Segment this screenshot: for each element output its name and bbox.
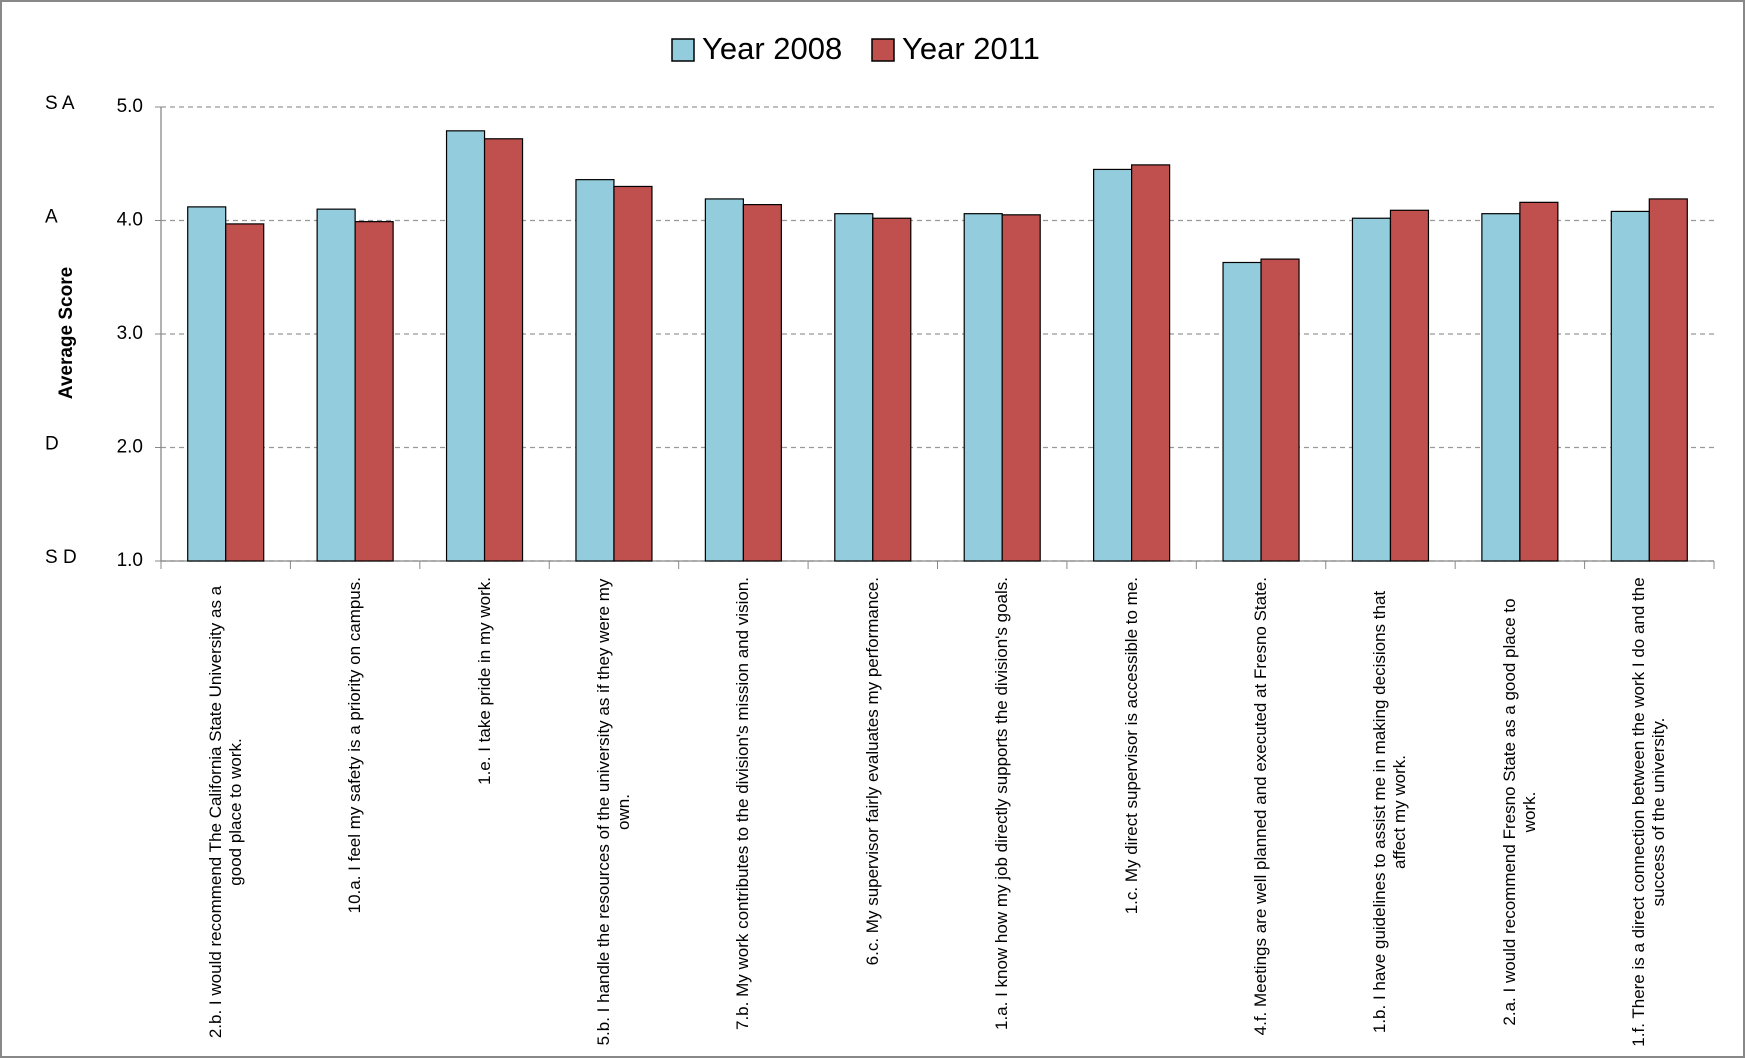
- bar: [354, 221, 394, 562]
- bar: [1648, 198, 1688, 562]
- bar: [1519, 201, 1559, 562]
- bar: [613, 185, 653, 562]
- bar: [742, 204, 782, 562]
- bar: [1001, 214, 1041, 562]
- y-tick-label: 5.0: [117, 96, 143, 117]
- bar: [445, 130, 486, 562]
- bar: [1481, 213, 1521, 562]
- bar: [1093, 168, 1133, 562]
- x-tick-text: 5.b. I handle the resources of the unive…: [593, 578, 633, 1046]
- bar: [1222, 261, 1262, 562]
- x-tick-label: 1.e. I take pride in my work.: [423, 577, 547, 1047]
- x-tick-text: 4.f. Meetings are well planned and execu…: [1251, 577, 1271, 1036]
- bar: [575, 179, 615, 562]
- x-tick-text: 1.c. My direct supervisor is accessible …: [1121, 577, 1141, 915]
- scale-label: S A: [45, 93, 75, 114]
- bar: [187, 206, 227, 562]
- scale-label: S D: [45, 547, 77, 568]
- x-tick-label: 2.a. I would recommend Fresno State as a…: [1458, 577, 1582, 1047]
- bar: [834, 213, 874, 562]
- x-tick-label: 1.a. I know how my job directly supports…: [940, 577, 1064, 1047]
- y-axis-title: Average Score: [56, 267, 77, 399]
- bar: [872, 217, 912, 562]
- bar: [963, 213, 1003, 562]
- x-tick-text: 2.a. I would recommend Fresno State as a…: [1499, 598, 1539, 1026]
- scale-label: A: [45, 207, 58, 228]
- bar: [225, 223, 265, 562]
- x-tick-text: 2.b. I would recommend The California St…: [205, 585, 245, 1039]
- legend-swatch: [671, 38, 695, 62]
- legend-label: Year 2011: [902, 31, 1040, 66]
- scale-label: D: [45, 434, 59, 455]
- y-tick-label: 2.0: [117, 437, 143, 458]
- bar: [1389, 209, 1430, 562]
- x-tick-text: 6.c. My supervisor fairly evaluates my p…: [862, 577, 882, 966]
- bar: [1131, 164, 1171, 562]
- x-tick-label: 6.c. My supervisor fairly evaluates my p…: [811, 577, 935, 1047]
- x-tick-label: 5.b. I handle the resources of the unive…: [552, 577, 676, 1047]
- legend-label: Year 2008: [702, 31, 842, 66]
- x-tick-text: 1.a. I know how my job directly supports…: [992, 577, 1012, 1031]
- x-tick-text: 1.e. I take pride in my work.: [474, 577, 494, 785]
- legend-swatch: [871, 38, 895, 62]
- bar: [1260, 258, 1300, 562]
- y-tick-label: 4.0: [117, 210, 143, 231]
- x-tick-label: 1.b. I have guidelines to assist me in m…: [1328, 577, 1452, 1047]
- y-tick-label: 3.0: [117, 323, 143, 344]
- x-tick-text: 1.b. I have guidelines to assist me in m…: [1370, 590, 1410, 1034]
- bar: [704, 198, 744, 562]
- x-tick-text: 1.f. There is a direct connection betwee…: [1629, 577, 1669, 1047]
- bar: [1610, 210, 1650, 562]
- bar: [483, 138, 524, 562]
- x-tick-label: 1.c. My direct supervisor is accessible …: [1070, 577, 1194, 1047]
- x-tick-label: 1.f. There is a direct connection betwee…: [1587, 577, 1711, 1047]
- x-tick-label: 4.f. Meetings are well planned and execu…: [1199, 577, 1323, 1047]
- x-tick-text: 7.b. My work contributes to the division…: [733, 577, 753, 1030]
- bar: [316, 208, 356, 562]
- y-tick-label: 1.0: [117, 550, 143, 571]
- x-tick-label: 10.a. I feel my safety is a priority on …: [293, 577, 417, 1047]
- bar: [1351, 217, 1392, 562]
- x-tick-text: 10.a. I feel my safety is a priority on …: [345, 577, 365, 914]
- x-tick-label: 7.b. My work contributes to the division…: [681, 577, 805, 1047]
- x-tick-label: 2.b. I would recommend The California St…: [164, 577, 288, 1047]
